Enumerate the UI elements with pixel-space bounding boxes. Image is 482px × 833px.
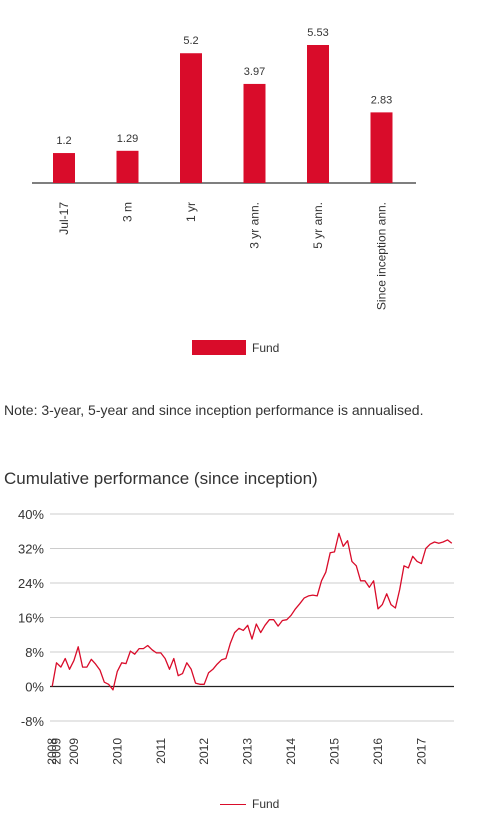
x-tick-label-6: 2013 <box>241 738 255 765</box>
y-tick-label-0: -8% <box>21 714 45 729</box>
y-tick-label-2: 8% <box>25 645 44 660</box>
bar-category-label-1: 3 m <box>121 202 135 222</box>
x-tick-label-9: 2016 <box>371 738 385 765</box>
bar-2 <box>180 53 202 184</box>
line-legend-swatch <box>220 803 246 805</box>
bar-value-label-3: 3.97 <box>244 66 265 78</box>
bar-category-label-5: Since inception ann. <box>375 202 389 310</box>
bar-1 <box>116 150 139 183</box>
bar-5 <box>370 112 393 183</box>
y-tick-label-5: 32% <box>18 542 44 557</box>
bar-chart: 1.2 Jul-17 1.29 3 m 5.2 1 yr 3.97 3 yr ann. 5.53… <box>32 27 416 310</box>
y-tick-label-6: 40% <box>18 507 44 522</box>
bar-0 <box>53 153 75 183</box>
line-legend-label: Fund <box>252 797 280 811</box>
bar-value-label-4: 5.53 <box>307 27 328 39</box>
bar-legend-swatch <box>192 340 246 355</box>
line-chart-title: Cumulative performance (since inception) <box>4 469 318 488</box>
bar-chart-legend: Fund <box>192 340 279 355</box>
x-tick-label-5: 2012 <box>197 738 211 765</box>
bar-value-label-5: 2.83 <box>371 94 392 106</box>
bar-category-label-2: 1 yr <box>184 202 198 222</box>
performance-note: Note: 3-year, 5-year and since inception… <box>4 402 424 418</box>
x-tick-label-4: 2011 <box>154 738 168 764</box>
bar-category-label-4: 5 yr ann. <box>311 202 325 249</box>
x-tick-label-8: 2015 <box>328 738 342 765</box>
x-tick-label-10: 2017 <box>414 738 428 765</box>
y-tick-label-1: 0% <box>25 680 44 695</box>
fund-line <box>51 532 453 691</box>
x-tick-label-1: 2009 <box>50 738 64 765</box>
bar-legend-label: Fund <box>252 340 280 355</box>
x-tick-label-2: 2009 <box>67 738 81 765</box>
bar-value-label-2: 5.2 <box>183 35 198 47</box>
y-tick-label-3: 16% <box>18 611 44 626</box>
y-tick-label-4: 24% <box>18 576 44 591</box>
bar-4 <box>307 45 329 183</box>
x-tick-label-3: 2010 <box>110 738 124 765</box>
bar-3 <box>243 83 266 183</box>
line-chart-legend: Fund <box>220 797 279 811</box>
bar-value-label-0: 1.2 <box>56 135 71 147</box>
bar-category-label-0: Jul-17 <box>57 202 71 235</box>
x-tick-label-7: 2014 <box>284 738 298 765</box>
bar-category-label-3: 3 yr ann. <box>248 202 262 249</box>
bar-value-label-1: 1.29 <box>117 133 138 145</box>
x-tick-label-0: 2008 <box>45 738 59 765</box>
